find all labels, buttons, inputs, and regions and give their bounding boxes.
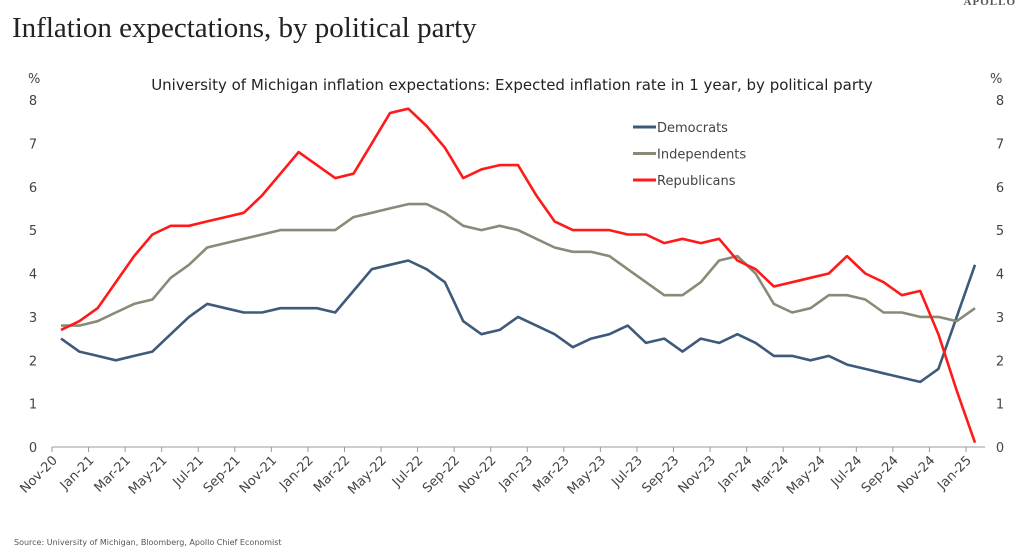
y-tick-label-right: 4 xyxy=(996,268,1004,283)
series-line-republicans xyxy=(60,107,977,444)
series-line-independents xyxy=(61,202,976,327)
x-tick-label: May-23 xyxy=(565,453,609,497)
y-tick-label-left: 6 xyxy=(29,181,37,196)
y-tick-label-left: 7 xyxy=(29,137,37,152)
y-tick-label-right: 2 xyxy=(996,354,1004,369)
y-axis-unit-right: % xyxy=(990,72,1002,87)
y-tick-label-right: 1 xyxy=(996,398,1004,413)
y-tick-label-left: 3 xyxy=(29,311,37,326)
x-tick-label: Sep-23 xyxy=(639,453,682,496)
x-tick-label: Sep-24 xyxy=(859,453,902,496)
series-line-democrats xyxy=(60,259,977,384)
y-tick-label-right: 0 xyxy=(996,441,1004,456)
x-tick-label: May-24 xyxy=(784,453,828,497)
x-tick-label: Sep-22 xyxy=(420,453,463,496)
page-title: Inflation expectations, by political par… xyxy=(12,12,477,44)
x-tick-label: Sep-21 xyxy=(201,453,244,496)
legend-label-republicans: Republicans xyxy=(657,174,736,189)
y-tick-label-right: 7 xyxy=(996,137,1004,152)
x-tick-label: Nov-20 xyxy=(18,453,61,496)
x-tick-label: Jan-24 xyxy=(715,453,756,494)
y-tick-label-left: 2 xyxy=(29,354,37,369)
chart-title: University of Michigan inflation expecta… xyxy=(151,76,873,94)
x-tick-label: Nov-24 xyxy=(895,453,938,496)
x-tick-label: Jan-23 xyxy=(496,453,537,494)
y-tick-label-right: 6 xyxy=(996,181,1004,196)
x-tick-label: Nov-22 xyxy=(456,453,499,496)
x-tick-label: Jan-22 xyxy=(276,453,317,494)
y-tick-label-right: 8 xyxy=(996,94,1004,109)
y-axis-unit-left: % xyxy=(28,72,40,87)
x-tick-label: Jan-21 xyxy=(57,453,98,494)
y-tick-label-left: 1 xyxy=(29,398,37,413)
x-tick-label: May-22 xyxy=(345,453,389,497)
y-tick-label-left: 0 xyxy=(29,441,37,456)
apollo-logo: APOLLO xyxy=(963,0,1016,8)
x-tick-label: Nov-21 xyxy=(237,453,280,496)
y-tick-label-left: 5 xyxy=(29,224,37,239)
y-tick-label-right: 3 xyxy=(996,311,1004,326)
y-tick-label-left: 4 xyxy=(29,268,37,283)
legend-label-democrats: Democrats xyxy=(657,121,728,136)
x-tick-label: May-21 xyxy=(126,453,170,497)
x-tick-label: Jan-25 xyxy=(934,453,975,494)
y-tick-label-right: 5 xyxy=(996,224,1004,239)
source-note: Source: University of Michigan, Bloomber… xyxy=(14,538,282,547)
y-tick-label-left: 8 xyxy=(29,94,37,109)
x-tick-label: Nov-23 xyxy=(676,453,719,496)
legend-label-independents: Independents xyxy=(657,148,746,163)
